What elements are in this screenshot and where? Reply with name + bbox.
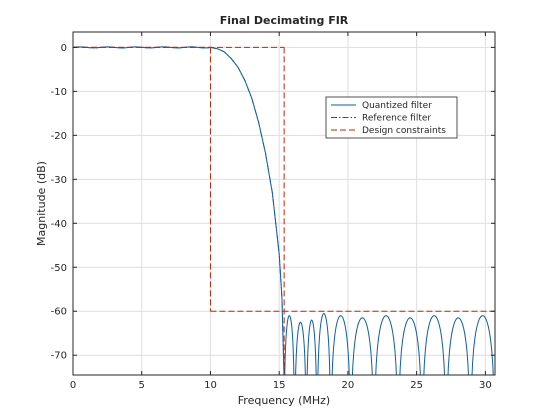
legend-label-1: Reference filter [362,114,431,124]
legend: Quantized filter Reference filter Design c… [326,97,457,138]
y-tick-label-6: -60 [51,307,67,318]
legend-label-0: Quantized filter [362,101,432,111]
y-tick-label-1: -10 [51,87,67,98]
x-axis-label: Frequency (MHz) [238,394,330,407]
legend-label-2: Design constraints [362,126,446,136]
y-tick-label-4: -40 [51,219,67,230]
y-tick-label-3: -30 [51,175,67,186]
x-tick-label-1: 5 [139,380,145,391]
x-tick-label-6: 30 [479,380,492,391]
x-tick-label-5: 25 [410,380,423,391]
x-tick-label-2: 10 [204,380,217,391]
y-tick-label-0: 0 [61,43,67,54]
x-tick-label-0: 0 [70,380,76,391]
x-tick-label-4: 20 [342,380,355,391]
y-tick-label-2: -20 [51,131,67,142]
chart-title: Final Decimating FIR [220,14,349,27]
y-tick-label-7: -70 [51,351,67,362]
y-tick-label-5: -50 [51,263,67,274]
y-axis-label: Magnitude (dB) [35,161,48,246]
x-tick-label-3: 15 [273,380,286,391]
